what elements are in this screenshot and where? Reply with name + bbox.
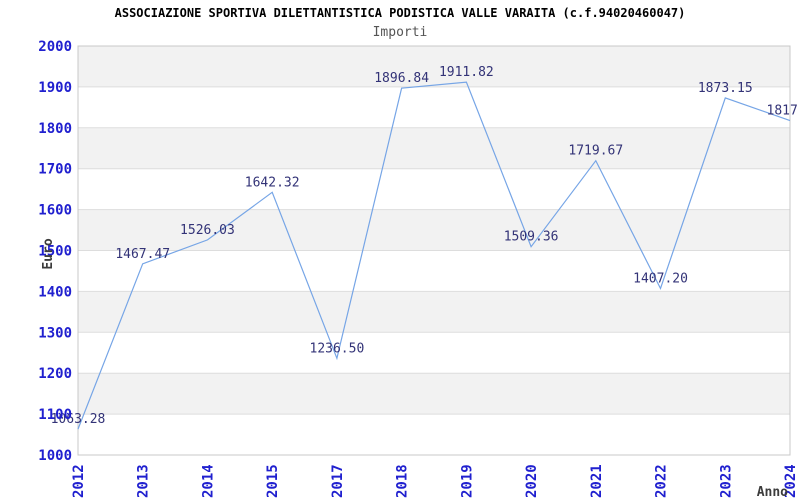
y-tick-label: 1500 [38, 244, 72, 260]
plot-band [78, 373, 790, 415]
y-tick-label: 1800 [38, 121, 72, 137]
y-tick-label: 1300 [38, 325, 72, 341]
point-label: 1873.15 [698, 81, 753, 96]
point-label: 1467.47 [115, 247, 170, 262]
y-tick-label: 1700 [38, 162, 72, 178]
x-tick-label: 2023 [718, 464, 734, 498]
x-tick-label: 2015 [265, 464, 281, 498]
y-tick-label: 1900 [38, 80, 72, 96]
point-label: 1407.20 [633, 271, 688, 286]
x-tick-label: 2024 [783, 464, 799, 498]
plot-border [77, 45, 791, 456]
plot-band [78, 291, 790, 333]
point-label: 1719.67 [568, 144, 623, 159]
plot-band [78, 46, 790, 87]
plot-band [78, 127, 790, 169]
point-label: 1642.32 [245, 175, 300, 190]
x-axis-title: Anno [757, 485, 788, 500]
point-label: 1911.82 [439, 65, 494, 80]
point-label: 1526.03 [180, 223, 235, 238]
x-tick-label: 2013 [136, 464, 152, 498]
x-tick-label: 2019 [459, 464, 475, 498]
y-tick-label: 1000 [38, 448, 72, 464]
point-label: 1063.28 [51, 412, 106, 427]
y-tick-label: 2000 [38, 39, 72, 55]
y-tick-label: 1200 [38, 366, 72, 382]
chart-title: ASSOCIAZIONE SPORTIVA DILETTANTISTICA PO… [114, 6, 686, 20]
x-tick-label: 2021 [589, 464, 605, 498]
point-label: 1509.36 [504, 230, 559, 245]
point-label: 1817.5 [767, 104, 800, 119]
y-tick-label: 1600 [38, 203, 72, 219]
y-tick-label: 1400 [38, 284, 72, 300]
chart-subtitle: Importi [372, 25, 428, 40]
y-tick-label: 1100 [38, 407, 72, 423]
x-tick-label: 2022 [654, 464, 670, 498]
x-tick-label: 2012 [71, 464, 87, 498]
x-tick-label: 2014 [200, 464, 216, 498]
x-tick-label: 2018 [395, 464, 411, 498]
x-tick-label: 2020 [524, 464, 540, 498]
y-axis-title: Euro [41, 238, 56, 269]
point-label: 1896.84 [374, 71, 429, 86]
chart-line [77, 81, 791, 430]
point-label: 1236.50 [310, 341, 365, 356]
x-tick-label: 2017 [330, 464, 346, 498]
